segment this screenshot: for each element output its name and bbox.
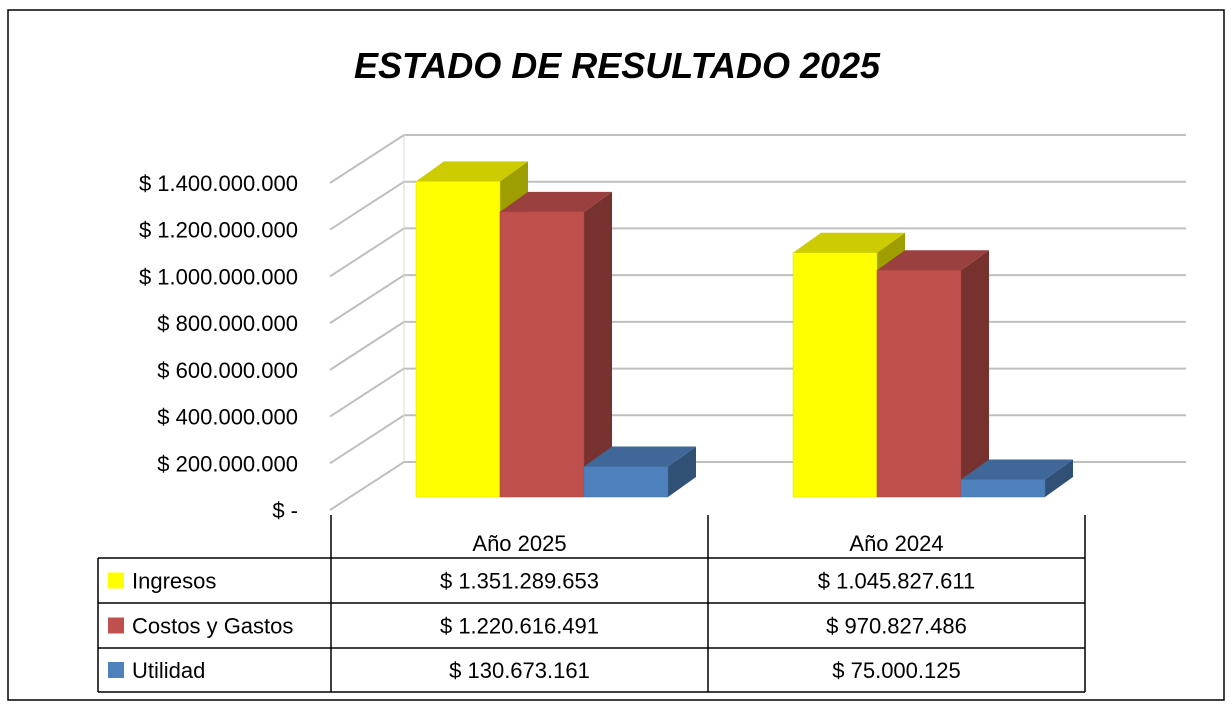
bar-top	[793, 232, 905, 253]
legend-label: Ingresos	[132, 569, 216, 594]
grid-line-side	[329, 180, 405, 231]
table-value: $ 1.045.827.611	[818, 569, 975, 594]
grid-line-side	[329, 461, 405, 511]
grid-line-side	[329, 274, 405, 324]
y-tick-label: $ 1.000.000.000	[139, 264, 298, 289]
table-value: $ 1.351.289.653	[440, 569, 599, 594]
table-value: $ 1.220.616.491	[440, 614, 599, 639]
bar	[583, 466, 669, 498]
legend-label: Costos y Gastos	[132, 614, 293, 639]
table-value: $ 130.673.161	[449, 658, 590, 683]
bar-side	[1045, 459, 1073, 497]
y-tick-label: $ 400.000.000	[157, 405, 298, 430]
table-value: $ 75.000.125	[832, 658, 960, 683]
y-tick-label: $ -	[272, 498, 298, 523]
table-value: $ 970.827.486	[826, 614, 967, 639]
bar-side	[584, 191, 612, 497]
grid-line-side	[329, 134, 405, 184]
bar-side	[961, 250, 989, 497]
x-tick-label: Año 2024	[849, 531, 943, 556]
bar-top	[961, 459, 1073, 480]
legend-swatch	[108, 662, 124, 678]
chart-border	[7, 9, 1225, 701]
bar-top	[877, 250, 989, 271]
bar-top	[416, 161, 528, 182]
bar	[876, 269, 962, 498]
bar	[792, 252, 878, 498]
y-tick-label: $ 1.200.000.000	[139, 218, 298, 243]
legend-swatch	[108, 572, 124, 589]
grid-line-side	[329, 227, 405, 278]
y-tick-label: $ 600.000.000	[157, 358, 298, 383]
bar	[415, 181, 501, 498]
grid-line-side	[329, 321, 405, 371]
legend-swatch	[108, 617, 124, 634]
legend-label: Utilidad	[132, 658, 205, 683]
bar	[499, 211, 585, 498]
bar-top	[500, 191, 612, 212]
x-tick-label: Año 2025	[472, 531, 566, 556]
y-tick-label: $ 1.400.000.000	[139, 171, 298, 196]
chart-title: ESTADO DE RESULTADO 2025	[354, 45, 881, 86]
grid-line-side	[329, 414, 405, 465]
grid-line-side	[329, 367, 405, 418]
y-tick-label: $ 800.000.000	[157, 311, 298, 336]
bar-side	[668, 446, 696, 497]
bar	[960, 479, 1046, 498]
y-tick-label: $ 200.000.000	[157, 451, 298, 476]
bar-top	[584, 446, 696, 467]
